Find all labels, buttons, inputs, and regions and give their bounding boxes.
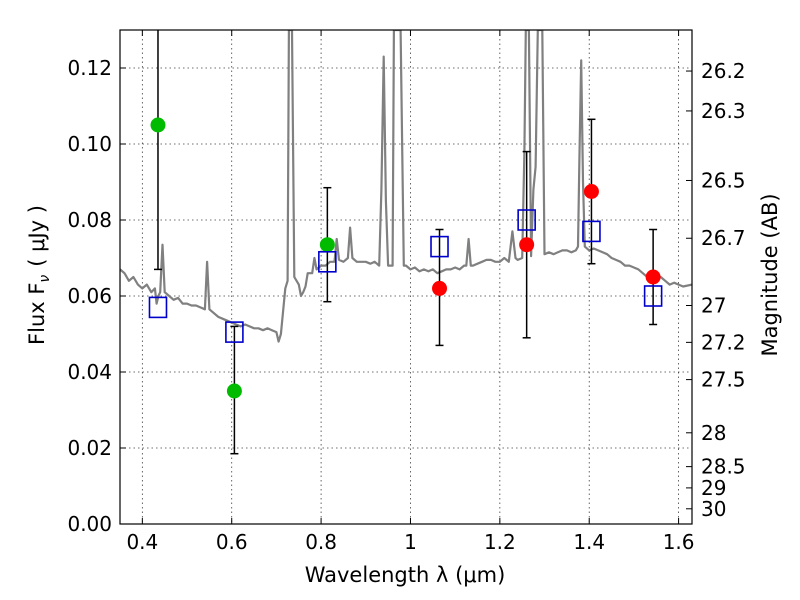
x-tick-label: 1.2 — [484, 530, 516, 554]
red-data-point — [519, 237, 535, 253]
y-right-tick-label: 26.2 — [701, 59, 746, 83]
y-right-tick-label: 27.5 — [701, 368, 746, 392]
y-axis-left: 0.00 0.02 0.04 0.06 0.08 0.10 0.12 — [67, 56, 126, 536]
y-axis-title-flux: Flux F — [25, 283, 49, 345]
model-square-marker — [643, 285, 663, 307]
y-tick-label: 0.00 — [67, 512, 112, 536]
red-data-point — [432, 280, 448, 296]
model-square-marker — [582, 220, 601, 243]
red-data-point — [645, 269, 661, 285]
x-axis-title: Wavelength λ (μm) — [305, 563, 506, 587]
y-right-tick-label: 27 — [701, 294, 726, 318]
y-axis-title-unit: ( μJy ) — [25, 205, 49, 267]
y-right-tick-label: 28.5 — [701, 455, 746, 479]
y-right-tick-label: 29 — [701, 476, 726, 500]
axes-frame — [119, 29, 693, 525]
green-data-point — [319, 237, 335, 253]
green-data-point — [150, 117, 166, 133]
x-tick-label: 1.6 — [663, 530, 695, 554]
red-data-point — [583, 184, 599, 199]
x-tick-label: 0.8 — [305, 530, 337, 554]
y-right-tick-label: 27.2 — [701, 330, 746, 354]
model-square-marker — [318, 251, 337, 273]
y-tick-label: 0.02 — [67, 436, 112, 460]
model-square-marker — [148, 296, 168, 319]
model-square-marker — [225, 321, 244, 343]
y-tick-label: 0.08 — [67, 208, 112, 232]
y-axis-right-title: Magnitude (AB) — [758, 193, 782, 356]
y-right-tick-label: 30 — [701, 497, 726, 521]
y-tick-label: 0.06 — [67, 284, 112, 308]
y-right-tick-label: 26.7 — [701, 226, 746, 250]
model-square-marker — [430, 235, 449, 258]
green-data-point — [226, 383, 242, 399]
y-right-tick-label: 26.5 — [701, 168, 746, 192]
model-spectrum-line — [120, 30, 692, 343]
x-axis: 0.4 0.6 0.8 1 1.2 1.4 1.6 — [126, 30, 695, 554]
y-right-tick-label: 28 — [701, 421, 726, 445]
y-right-tick-label: 26.3 — [701, 99, 746, 123]
x-tick-label: 1 — [404, 530, 417, 554]
x-tick-label: 1.4 — [573, 530, 605, 554]
plot-area — [120, 30, 692, 455]
y-axis-title-sub: ν — [37, 275, 53, 283]
y-tick-label: 0.10 — [67, 132, 112, 156]
y-axis-title: Flux Fν ( μJy ) — [25, 205, 53, 345]
model-square-marker — [517, 209, 536, 231]
y-tick-label: 0.04 — [67, 360, 112, 384]
y-tick-label: 0.12 — [67, 56, 112, 80]
x-tick-label: 0.4 — [126, 530, 158, 554]
x-tick-label: 0.6 — [216, 530, 248, 554]
